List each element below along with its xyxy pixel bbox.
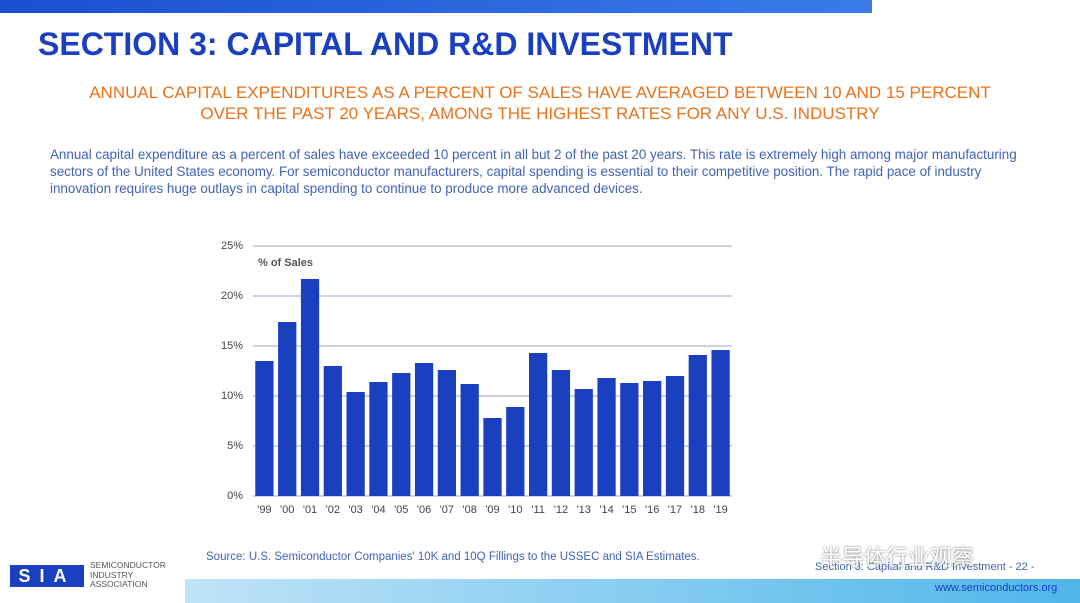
bar (346, 392, 365, 496)
bar (688, 355, 707, 496)
y-tick-label: 0% (227, 490, 243, 502)
bar (551, 370, 571, 496)
x-tick-label: '05 (394, 504, 408, 516)
x-tick-label: '17 (668, 504, 682, 516)
x-tick-label: '07 (440, 504, 454, 516)
x-tick-label: '10 (508, 504, 522, 516)
bar (665, 376, 685, 496)
bar (620, 383, 639, 496)
bar (437, 370, 457, 496)
x-tick-label: '00 (280, 504, 294, 516)
bar (574, 389, 593, 496)
x-tick-label: '11 (531, 504, 545, 516)
y-tick-label: 10% (221, 390, 243, 402)
x-tick-label: '03 (348, 504, 362, 516)
x-tick-label: '16 (645, 504, 659, 516)
x-tick-label: '01 (303, 504, 317, 516)
bar (460, 384, 479, 496)
title: SECTION 3: CAPITAL AND R&D INVESTMENT (38, 26, 733, 62)
subtitle: OVER THE PAST 20 YEARS, AMONG THE HIGHES… (200, 104, 880, 123)
top-bar (0, 0, 872, 13)
bar (278, 322, 297, 496)
y-tick-label: 5% (227, 440, 243, 452)
bar (643, 381, 662, 496)
x-tick-label: '06 (417, 504, 431, 516)
org-line: ASSOCIATION (90, 579, 148, 589)
y-tick-label: 15% (221, 340, 243, 352)
y-axis-label: % of Sales (258, 257, 313, 269)
bar (506, 407, 525, 496)
x-tick-label: '08 (463, 504, 477, 516)
body-text: Annual capital expenditure as a percent … (50, 147, 1017, 196)
bottom-bar (185, 579, 1080, 603)
bar (414, 363, 434, 496)
x-tick-label: '04 (371, 504, 385, 516)
footer-url: www.semiconductors.org (935, 582, 1058, 594)
bar (300, 279, 320, 496)
y-tick-label: 25% (221, 240, 243, 252)
bar (528, 353, 548, 496)
watermark: 半导体行业观察 (820, 545, 975, 570)
org-line: SEMICONDUCTOR (90, 560, 166, 570)
subtitle: ANNUAL CAPITAL EXPENDITURES AS A PERCENT… (89, 83, 991, 102)
x-tick-label: '12 (554, 504, 568, 516)
x-tick-label: '14 (599, 504, 613, 516)
org-line: INDUSTRY (90, 569, 134, 580)
x-tick-label: '13 (577, 504, 591, 516)
bar (483, 418, 502, 496)
x-tick-label: '19 (713, 504, 727, 516)
bar (255, 361, 274, 496)
logo: SIA (10, 565, 84, 587)
x-tick-label: '99 (257, 504, 271, 516)
bar (711, 350, 730, 496)
x-tick-label: '18 (691, 504, 705, 516)
bar (597, 378, 616, 496)
source: Source: U.S. Semiconductor Companies' 10… (206, 551, 700, 563)
bar (323, 366, 342, 496)
footer-section: Section 3: Capital and R&D Investment - … (815, 561, 1035, 573)
x-tick-label: '02 (326, 504, 340, 516)
bar (392, 373, 411, 496)
bar (369, 382, 388, 496)
x-tick-label: '09 (485, 504, 499, 516)
x-tick-label: '15 (622, 504, 636, 516)
org-name: SEMICONDUCTOR INDUSTRY ASSOCIATION (90, 560, 166, 590)
y-tick-label: 20% (221, 290, 243, 302)
